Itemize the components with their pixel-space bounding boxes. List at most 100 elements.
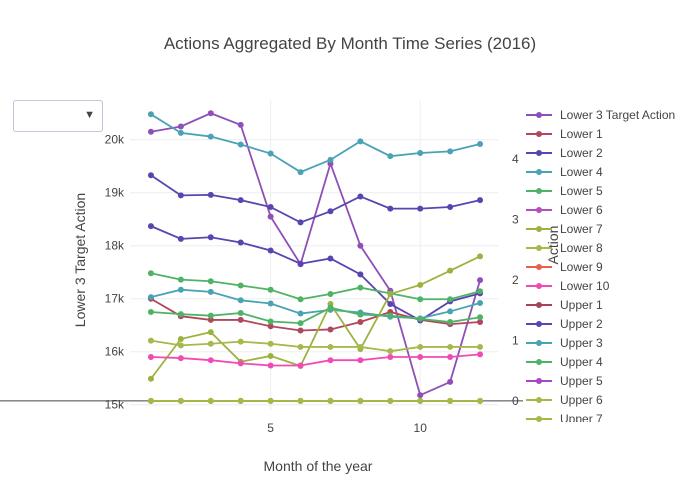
legend-item[interactable]: Lower 9 [526, 260, 603, 274]
legend-item[interactable]: Lower 6 [526, 203, 603, 217]
data-point [237, 338, 244, 345]
data-point [447, 267, 454, 274]
legend-swatch-marker [536, 321, 542, 327]
legend-item[interactable]: Upper 3 [526, 336, 603, 350]
data-point [357, 397, 364, 404]
series-line [150, 112, 481, 397]
legend-item[interactable]: Upper 4 [526, 355, 603, 369]
data-point [177, 286, 184, 293]
data-point [417, 343, 424, 350]
y-axis-title: Lower 3 Target Action [72, 193, 88, 327]
data-point [447, 296, 454, 303]
data-point [237, 141, 244, 148]
legend-swatch-marker [536, 245, 542, 251]
y-tick-label: 18k [105, 239, 125, 253]
data-point [477, 288, 484, 295]
y-tick-label: 17k [105, 292, 125, 306]
legend-swatch-marker [536, 397, 542, 403]
legend-swatch-marker [536, 188, 542, 194]
data-point [357, 193, 364, 200]
data-point [297, 343, 304, 350]
data-point [237, 297, 244, 304]
series-line [150, 174, 481, 224]
data-point [177, 129, 184, 136]
data-point [387, 312, 394, 319]
data-point [267, 352, 274, 359]
data-point [357, 357, 364, 364]
data-point [447, 148, 454, 155]
data-point [387, 397, 394, 404]
data-point [177, 276, 184, 283]
legend-label: Upper 2 [560, 317, 603, 331]
legend-item[interactable]: Upper 2 [526, 317, 603, 331]
data-point [267, 286, 274, 293]
legend-item[interactable]: Upper 6 [526, 393, 603, 407]
series-layer [147, 110, 484, 404]
legend-swatch-marker [536, 340, 542, 346]
data-point [477, 299, 484, 306]
data-point [417, 149, 424, 156]
legend-item[interactable]: Lower 4 [526, 165, 603, 179]
legend-item[interactable]: Upper 7 [526, 412, 603, 426]
data-point [147, 354, 154, 361]
x-tick-label: 5 [267, 421, 274, 435]
data-point [207, 312, 214, 319]
chart-title: Actions Aggregated By Month Time Series … [164, 34, 536, 53]
data-point [387, 301, 394, 308]
legend-label: Lower 5 [560, 184, 603, 198]
legend-swatch-marker [536, 169, 542, 175]
y-tick-label: 15k [105, 398, 125, 412]
legend-label: Lower 6 [560, 203, 603, 217]
data-point [147, 172, 154, 179]
y-tick-label: 20k [105, 133, 125, 147]
data-point [207, 191, 214, 198]
legend-item[interactable]: Upper 5 [526, 374, 603, 388]
dropdown-select[interactable]: ▼ [13, 100, 103, 132]
data-point [477, 351, 484, 358]
data-point [417, 281, 424, 288]
data-point [477, 197, 484, 204]
data-point [447, 378, 454, 385]
data-point [267, 213, 274, 220]
legend-item[interactable]: Lower 10 [526, 279, 610, 293]
legend-label: Upper 1 [560, 298, 603, 312]
series-upper-2 [147, 172, 484, 226]
data-point [417, 397, 424, 404]
legend-item[interactable]: Lower 3 Target Action [526, 108, 675, 122]
data-point [327, 208, 334, 215]
data-point [387, 153, 394, 160]
data-point [327, 397, 334, 404]
legend-item[interactable]: Lower 7 [526, 222, 603, 236]
y-tick-label: 16k [105, 345, 125, 359]
series-lower-2 [147, 223, 484, 324]
data-point [267, 397, 274, 404]
legend-item[interactable]: Lower 8 [526, 241, 603, 255]
legend-swatch-marker [536, 131, 542, 137]
data-point [477, 397, 484, 404]
legend-label: Upper 4 [560, 355, 603, 369]
legend[interactable]: Lower 3 Target Action Lower 1 Lower 2 Lower… [526, 108, 675, 426]
x-axis: 5 10 [267, 421, 427, 435]
x-axis-title: Month of the year [264, 458, 373, 474]
data-point [147, 375, 154, 382]
data-point [357, 319, 364, 326]
series-line [150, 255, 481, 380]
legend-item[interactable]: Lower 1 [526, 127, 603, 141]
data-point [237, 316, 244, 323]
series-line [150, 353, 481, 367]
data-point [237, 197, 244, 204]
data-point [207, 357, 214, 364]
legend-label: Lower 4 [560, 165, 603, 179]
legend-label: Upper 7 [560, 412, 603, 426]
legend-item[interactable]: Lower 5 [526, 184, 603, 198]
y-axis: 15k 16k 17k 18k 19k 20k [105, 133, 125, 412]
data-point [327, 255, 334, 262]
data-point [387, 290, 394, 297]
data-point [477, 314, 484, 321]
legend-item[interactable]: Upper 1 [526, 298, 603, 312]
legend-item[interactable]: Lower 2 [526, 146, 603, 160]
data-point [267, 323, 274, 330]
data-point [357, 284, 364, 291]
data-point [267, 318, 274, 325]
